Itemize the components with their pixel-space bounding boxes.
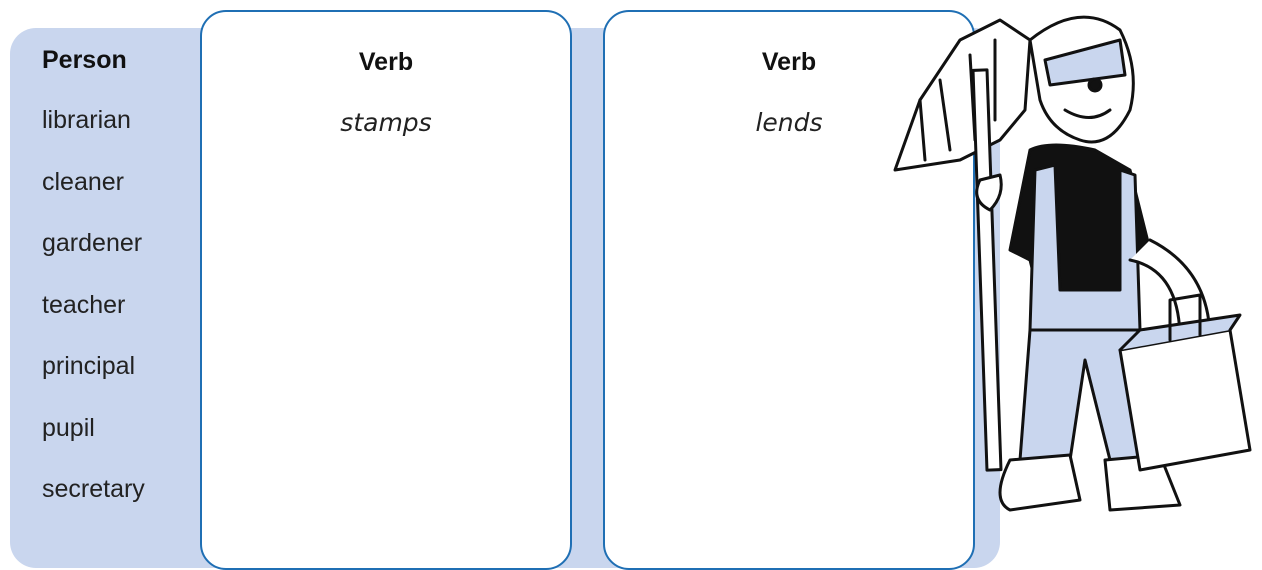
verb-header: Verb: [358, 48, 414, 76]
verb-header: Verb: [761, 48, 817, 76]
verb-entry: lends: [755, 108, 823, 137]
person-item: pupil: [42, 413, 95, 442]
verb-entry: stamps: [340, 108, 432, 137]
verb-box: Verb stamps: [200, 10, 572, 570]
person-item: cleaner: [42, 167, 124, 196]
person-header: Person: [42, 46, 127, 74]
person-item: gardener: [42, 229, 143, 257]
person-item: secretary: [42, 475, 145, 503]
person-item: librarian: [42, 106, 131, 134]
verb-box: Verb lends: [603, 10, 975, 570]
person-item: principal: [42, 352, 136, 380]
page: Person librarian cleaner gardener teacher pr…: [10, 10, 1252, 570]
cleaner-illustration: [893, 15, 1252, 512]
person-item: teacher: [42, 290, 126, 319]
